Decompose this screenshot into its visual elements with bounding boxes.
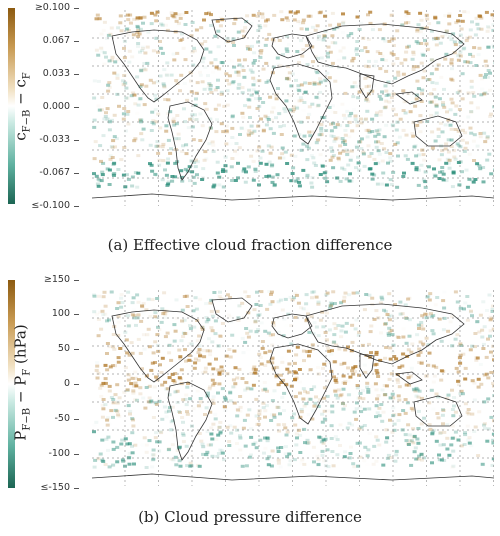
tick-label: -0.033 xyxy=(24,134,79,145)
colorbar-cloud-fraction xyxy=(8,8,15,204)
tick-label: ≥0.100 xyxy=(24,2,79,13)
panel-caption: (a) Effective cloud fraction difference xyxy=(107,236,393,254)
tick-label: ≤-150 xyxy=(24,482,79,493)
tick-label: 50 xyxy=(24,343,79,354)
tick-label: 0.067 xyxy=(24,35,79,46)
colorbar-cloud-pressure xyxy=(8,280,15,488)
tick-label: 0 xyxy=(24,378,79,389)
panel-cloud-fraction: ≥0.100 0.067 0.033 0.000 -0.033 -0.067 ≤… xyxy=(8,2,494,254)
panel-caption: (b) Cloud pressure difference xyxy=(138,508,362,526)
y-axis-label: cF−B − cF xyxy=(11,72,33,141)
world-map-cloud-fraction xyxy=(92,10,494,206)
tick-label: ≥150 xyxy=(24,274,79,285)
tick-label: ≤-0.100 xyxy=(24,200,79,211)
tick-label: 0.033 xyxy=(24,68,79,79)
y-axis-label: PF−B − PF (hPa) xyxy=(11,324,33,441)
world-map-cloud-pressure xyxy=(92,290,494,486)
tick-label: 100 xyxy=(24,308,79,319)
tick-label: 0.000 xyxy=(24,101,79,112)
tick-label: -100 xyxy=(24,448,79,459)
tick-label: -50 xyxy=(24,413,79,424)
panel-cloud-pressure: ≥150 100 50 0 -50 -100 ≤-150 PF−B − PF (… xyxy=(0,268,500,536)
tick-label: -0.067 xyxy=(24,167,79,178)
